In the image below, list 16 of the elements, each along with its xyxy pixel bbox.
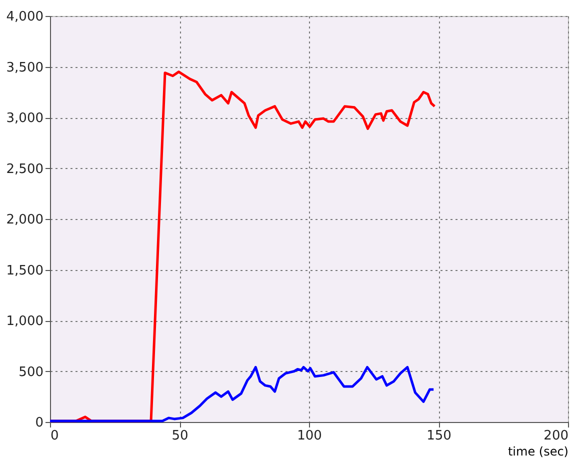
y-tick-label: 2,500 (6, 162, 44, 177)
y-tick-label: 3,000 (6, 111, 44, 126)
y-tick-label: 3,500 (6, 60, 44, 76)
y-tick-label: 2,000 (6, 212, 44, 228)
x-axis-title: time (sec) (508, 444, 568, 458)
y-tick-label: 4,000 (6, 10, 44, 24)
line-series (48, 366, 435, 422)
x-tick-label: 0 (50, 428, 59, 444)
x-tick-label: 200 (544, 428, 568, 444)
y-tick-label: 1,000 (6, 314, 44, 329)
x-tick-label: 100 (297, 428, 322, 444)
x-tick-label: 50 (172, 428, 188, 444)
y-tick-label: 1,500 (6, 263, 44, 278)
x-tick-label: 150 (426, 428, 452, 444)
y-tick-label: 500 (18, 364, 44, 380)
y-tick-label: 0 (35, 416, 44, 430)
